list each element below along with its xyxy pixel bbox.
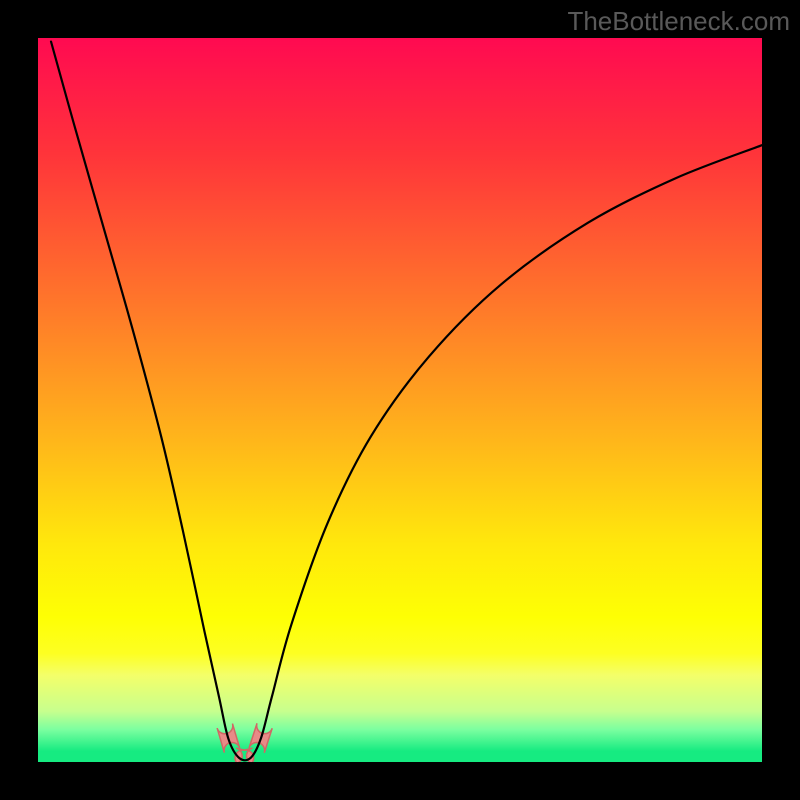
gradient-background	[38, 38, 762, 762]
watermark-text: TheBottleneck.com	[567, 6, 790, 37]
chart-svg	[0, 0, 800, 800]
bottleneck-chart: TheBottleneck.com	[0, 0, 800, 800]
